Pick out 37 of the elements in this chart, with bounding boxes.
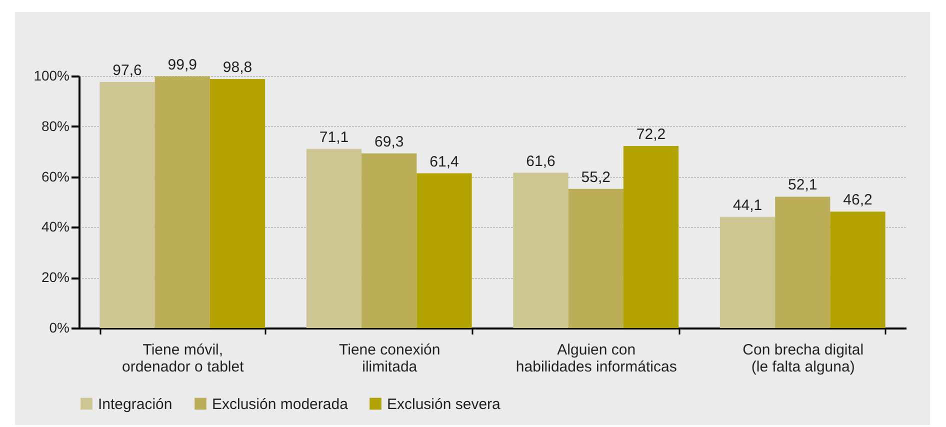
data-label: 97,6: [112, 62, 142, 80]
data-label: 72,2: [636, 126, 666, 144]
bar: [154, 76, 210, 328]
x-tick-label: Tiene móvil, ordenador o tablet: [122, 342, 245, 376]
bar: [775, 196, 830, 328]
bar: [568, 188, 624, 328]
data-label: 61,4: [430, 153, 459, 170]
y-tick-label: 100%: [34, 68, 70, 84]
data-label: 99,9: [168, 56, 197, 74]
bar: [623, 146, 679, 328]
data-label: 46,2: [843, 192, 872, 209]
bar: [830, 212, 886, 328]
data-label: 61,6: [526, 152, 556, 170]
bar: [416, 173, 472, 328]
bar: [306, 148, 362, 328]
y-tick-label: 60%: [41, 168, 70, 184]
legend-label: Exclusión severa: [387, 396, 502, 413]
data-label: 69,3: [374, 133, 404, 150]
x-tick-label: Alguien con habilidades informáticas: [516, 342, 677, 376]
legend-label: Exclusión moderada: [212, 396, 349, 413]
data-label: 71,1: [319, 128, 349, 146]
y-tick-label: 80%: [41, 118, 70, 134]
bar: [513, 172, 568, 328]
bar: [720, 216, 776, 328]
bar: [210, 79, 266, 328]
data-label: 55,2: [581, 168, 610, 186]
bar: [362, 153, 417, 328]
data-label: 44,1: [732, 196, 762, 214]
data-label: 98,8: [222, 59, 252, 76]
x-tick-label: Con brecha digital (le falta alguna): [742, 342, 864, 376]
data-label: 52,1: [788, 176, 818, 194]
y-tick-label: 20%: [41, 269, 70, 286]
y-tick-label: 40%: [41, 218, 70, 235]
y-tick-label: 0%: [49, 320, 70, 336]
legend-label: Integración: [98, 396, 172, 413]
bar: [100, 82, 155, 328]
x-tick-label: Tiene conexión ilimitada: [339, 342, 440, 376]
